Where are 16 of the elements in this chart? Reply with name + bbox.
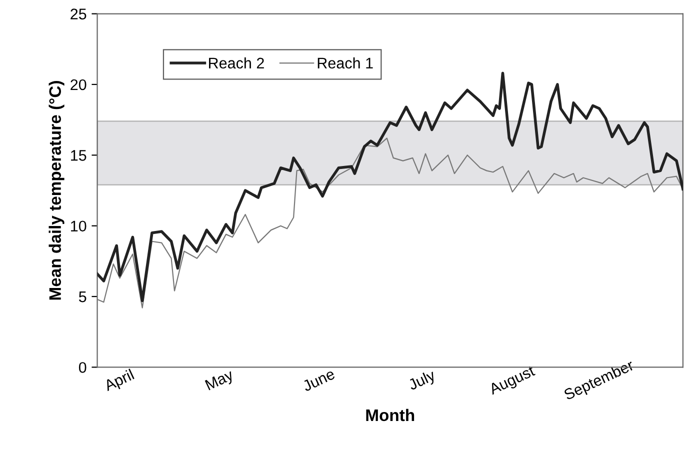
y-axis-title: Mean daily temperature (°C) [48,81,64,300]
legend-label: Reach 1 [318,57,373,69]
x-axis-title: Month [366,408,414,422]
y-tick-label: 15 [71,150,86,161]
x-tick-label: June [302,368,336,392]
y-tick-label: 10 [71,220,86,232]
x-tick-label: July [407,368,438,394]
line-series [97,72,683,302]
y-tick-label: 25 [70,8,86,20]
y-tick-label: 5 [78,292,86,302]
y-tick-label: 20 [70,79,86,90]
line-series [97,138,683,308]
x-tick-label: May [204,369,236,394]
legend-label: Reach 2 [209,57,264,69]
y-tick-label: 0 [78,362,86,373]
x-tick-label: April [102,368,136,394]
